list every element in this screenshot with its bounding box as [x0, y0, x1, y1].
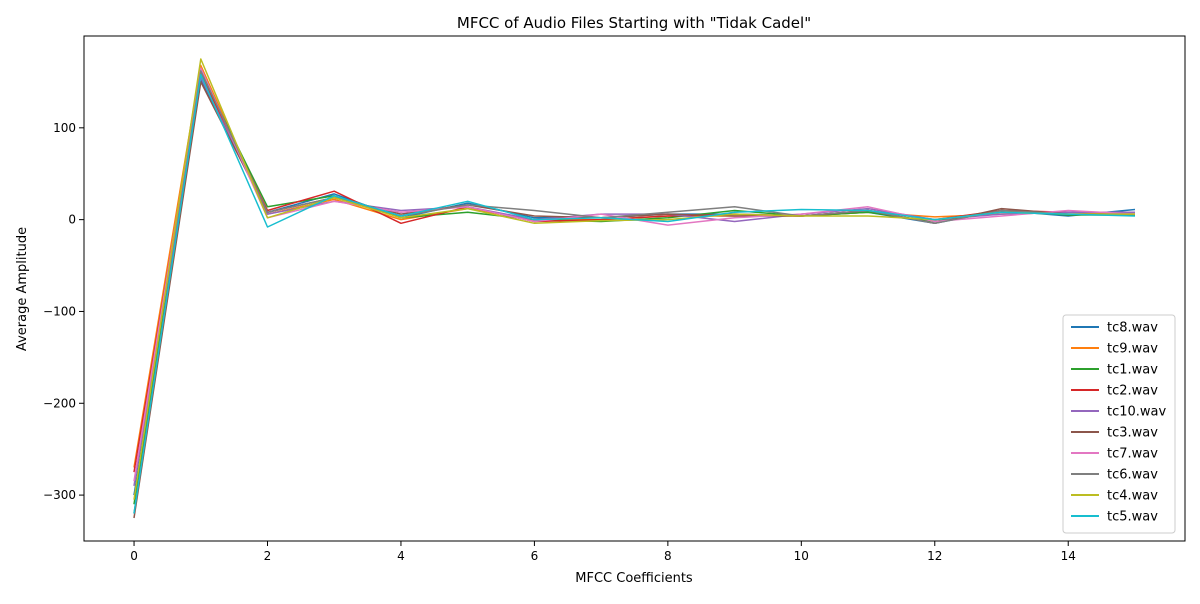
series-line-tc9.wav — [133, 64, 1136, 468]
y-tick-label: −300 — [43, 488, 76, 502]
legend-label: tc1.wav — [1107, 363, 1158, 378]
x-tick-label: 10 — [794, 549, 809, 563]
x-tick-label: 4 — [397, 549, 405, 563]
axes: 0 2 4 6 8 10 12 14 −300 −200 −100 0 100 — [43, 35, 1186, 563]
legend: tc8.wav tc9.wav tc1.wav tc2.wav tc10.wav tc3.… — [1062, 314, 1176, 534]
series-line-tc4.wav — [133, 58, 1135, 500]
y-tick-label: −200 — [43, 396, 76, 410]
y-tick-label: −100 — [43, 304, 76, 318]
legend-label: tc7.wav — [1107, 447, 1158, 462]
legend-label: tc6.wav — [1107, 468, 1158, 483]
x-tick-label: 0 — [130, 549, 138, 563]
plot-area — [133, 58, 1136, 519]
series-line-tc10.wav — [133, 76, 1135, 487]
series-line-tc1.wav — [133, 71, 1135, 505]
legend-label: tc9.wav — [1107, 342, 1158, 357]
legend-label: tc4.wav — [1107, 489, 1158, 504]
x-tick-label: 2 — [264, 549, 272, 563]
legend-label: tc2.wav — [1107, 384, 1158, 399]
x-tick-label: 14 — [1061, 549, 1076, 563]
legend-label: tc5.wav — [1107, 510, 1158, 525]
legend-label: tc8.wav — [1107, 321, 1158, 336]
x-axis-label: MFCC Coefficients — [575, 571, 693, 586]
x-tick-label: 6 — [531, 549, 539, 563]
series-line-tc7.wav — [133, 67, 1136, 482]
x-tick-label: 8 — [664, 549, 672, 563]
series-line-tc6.wav — [133, 70, 1135, 514]
axes-frame — [83, 35, 1186, 542]
chart-title: MFCC of Audio Files Starting with "Tidak… — [457, 14, 811, 32]
y-axis-label: Average Amplitude — [15, 227, 30, 351]
series-line-tc8.wav — [133, 79, 1136, 496]
legend-label: tc3.wav — [1107, 426, 1158, 441]
series-line-tc3.wav — [133, 81, 1135, 519]
series-line-tc2.wav — [133, 73, 1135, 473]
series-line-tc5.wav — [133, 73, 1136, 514]
y-tick-label: 100 — [53, 121, 76, 135]
legend-label: tc10.wav — [1107, 405, 1167, 420]
x-tick-label: 12 — [927, 549, 942, 563]
y-tick-label: 0 — [68, 213, 76, 227]
